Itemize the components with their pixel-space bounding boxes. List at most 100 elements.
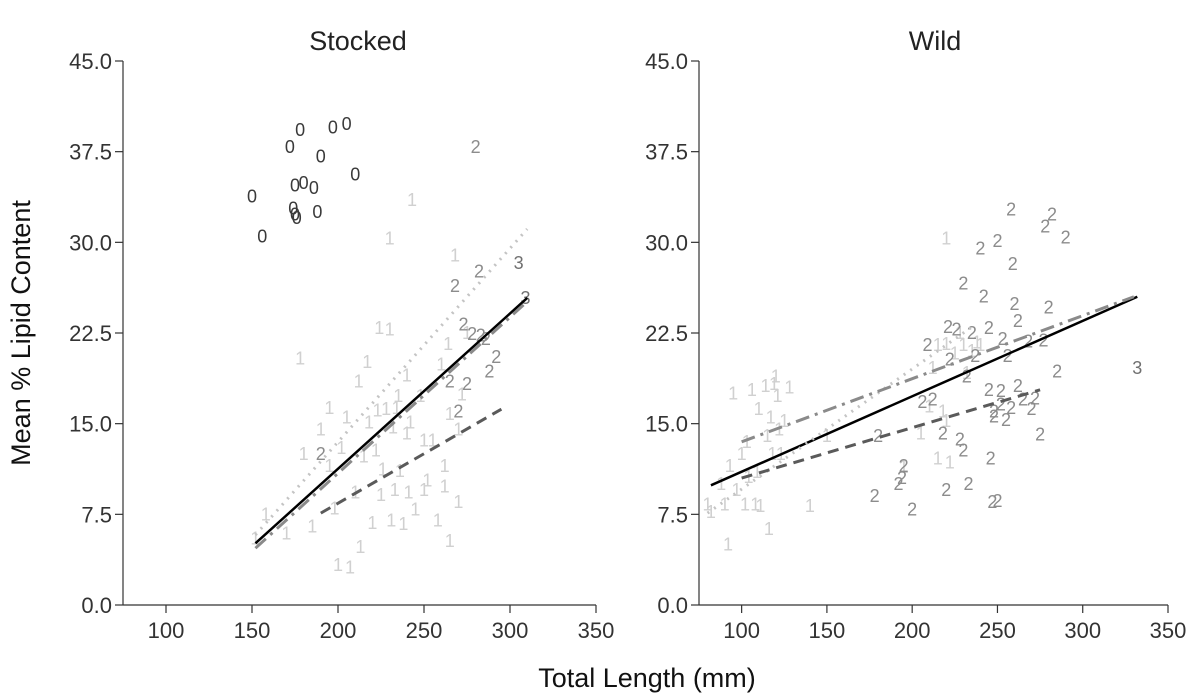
data-point-group-1: 1 bbox=[945, 452, 955, 472]
data-point-group-2: 2 bbox=[979, 287, 989, 307]
data-point-group-1: 1 bbox=[737, 444, 747, 464]
data-point-group-1: 1 bbox=[462, 323, 472, 343]
data-point-group-1: 1 bbox=[453, 492, 463, 512]
data-point-group-1: 1 bbox=[761, 376, 771, 396]
data-point-group-0: 0 bbox=[299, 173, 309, 193]
data-point-group-2: 2 bbox=[1008, 254, 1018, 274]
data-point-group-1: 1 bbox=[706, 502, 716, 522]
data-point-group-3: 3 bbox=[514, 253, 524, 273]
data-point-group-1: 1 bbox=[376, 485, 386, 505]
data-point-group-1: 1 bbox=[784, 377, 794, 397]
data-point-group-1: 1 bbox=[281, 524, 291, 544]
data-point-group-1: 1 bbox=[324, 456, 334, 476]
data-point-group-0: 0 bbox=[350, 165, 360, 185]
x-tick-label: 150 bbox=[234, 618, 271, 643]
x-tick-label: 200 bbox=[894, 618, 931, 643]
data-point-group-2: 2 bbox=[471, 137, 481, 157]
y-axis-label: Mean % Lipid Content bbox=[6, 200, 36, 466]
data-point-group-1: 1 bbox=[725, 456, 735, 476]
data-point-group-2: 2 bbox=[952, 319, 962, 339]
data-point-group-1: 1 bbox=[374, 318, 384, 338]
panel-title: Wild bbox=[909, 26, 962, 56]
data-point-group-1: 1 bbox=[428, 431, 438, 451]
data-point-group-1: 1 bbox=[450, 246, 460, 266]
data-point-group-1: 1 bbox=[716, 474, 726, 494]
y-tick-label: 15.0 bbox=[645, 412, 688, 437]
data-point-group-1: 1 bbox=[975, 335, 985, 355]
data-point-group-1: 1 bbox=[924, 397, 934, 417]
data-point-group-2: 2 bbox=[938, 423, 948, 443]
data-point-group-2: 2 bbox=[943, 317, 953, 337]
data-point-group-2: 2 bbox=[998, 329, 1008, 349]
fit-line-line2 bbox=[741, 295, 1135, 444]
data-point-group-1: 1 bbox=[774, 420, 784, 440]
data-point-group-1: 1 bbox=[402, 423, 412, 443]
fit-line-line1 bbox=[706, 325, 973, 515]
data-point-group-1: 1 bbox=[385, 319, 395, 339]
data-point-group-1: 1 bbox=[822, 426, 832, 446]
fit-lines-layer bbox=[706, 295, 1138, 515]
data-point-group-2: 2 bbox=[992, 231, 1002, 251]
data-point-group-1: 1 bbox=[367, 513, 377, 533]
data-point-group-1: 1 bbox=[950, 344, 960, 364]
fit-line-overall bbox=[254, 297, 529, 545]
x-tick-label: 200 bbox=[320, 618, 357, 643]
data-point-group-1: 1 bbox=[402, 365, 412, 385]
fit-line-line3 bbox=[741, 388, 1041, 480]
data-point-group-1: 1 bbox=[958, 335, 968, 355]
data-point-group-2: 2 bbox=[975, 238, 985, 258]
data-point-group-2: 2 bbox=[873, 426, 883, 446]
data-point-group-1: 1 bbox=[933, 335, 943, 355]
data-point-group-1: 1 bbox=[443, 334, 453, 354]
data-point-group-1: 1 bbox=[445, 531, 455, 551]
data-point-group-1: 1 bbox=[364, 412, 374, 432]
data-point-group-2: 2 bbox=[984, 318, 994, 338]
data-point-group-2: 2 bbox=[870, 486, 880, 506]
data-point-group-1: 1 bbox=[410, 499, 420, 519]
data-point-group-2: 2 bbox=[1013, 311, 1023, 331]
fit-line-overall bbox=[710, 295, 1138, 487]
x-tick-label: 350 bbox=[1150, 618, 1187, 643]
data-point-group-1: 1 bbox=[378, 460, 388, 480]
data-point-group-2: 2 bbox=[1027, 399, 1037, 419]
data-point-group-1: 1 bbox=[355, 537, 365, 557]
data-point-group-2: 2 bbox=[1061, 227, 1071, 247]
data-point-group-2: 2 bbox=[963, 474, 973, 494]
data-point-group-1: 1 bbox=[928, 358, 938, 378]
fit-line-line2 bbox=[254, 300, 529, 550]
x-tick-label: 250 bbox=[406, 618, 443, 643]
data-point-group-2: 2 bbox=[992, 491, 1002, 511]
data-point-group-2: 2 bbox=[907, 499, 917, 519]
data-point-group-2: 2 bbox=[1006, 200, 1016, 220]
data-point-group-1: 1 bbox=[395, 461, 405, 481]
x-axis-label: Total Length (mm) bbox=[538, 663, 756, 693]
data-point-group-1: 1 bbox=[754, 399, 764, 419]
data-point-group-1: 1 bbox=[899, 457, 909, 477]
data-point-group-1: 1 bbox=[371, 440, 381, 460]
data-point-group-2: 2 bbox=[996, 381, 1006, 401]
data-point-group-2: 2 bbox=[474, 261, 484, 281]
data-point-group-2: 2 bbox=[941, 480, 951, 500]
data-point-group-1: 1 bbox=[772, 386, 782, 406]
y-tick-label: 7.5 bbox=[81, 502, 112, 527]
data-point-group-2: 2 bbox=[467, 324, 477, 344]
data-point-group-0: 0 bbox=[342, 114, 352, 134]
data-point-group-1: 1 bbox=[362, 352, 372, 372]
data-point-group-2: 2 bbox=[1003, 346, 1013, 366]
data-point-group-2: 2 bbox=[1030, 388, 1040, 408]
data-point-group-1: 1 bbox=[941, 411, 951, 431]
y-tick-label: 15.0 bbox=[69, 412, 112, 437]
y-tick-label: 0.0 bbox=[81, 593, 112, 618]
data-point-group-1: 1 bbox=[295, 348, 305, 368]
data-point-group-2: 2 bbox=[967, 323, 977, 343]
y-tick-label: 22.5 bbox=[69, 321, 112, 346]
data-point-group-0: 0 bbox=[316, 147, 326, 167]
y-tick-label: 45.0 bbox=[69, 49, 112, 74]
data-point-group-0: 0 bbox=[257, 226, 267, 246]
data-point-group-1: 1 bbox=[333, 555, 343, 575]
data-point-group-2: 2 bbox=[1044, 298, 1054, 318]
data-point-group-1: 1 bbox=[386, 510, 396, 530]
y-tick-label: 0.0 bbox=[657, 593, 688, 618]
data-point-group-1: 1 bbox=[316, 420, 326, 440]
